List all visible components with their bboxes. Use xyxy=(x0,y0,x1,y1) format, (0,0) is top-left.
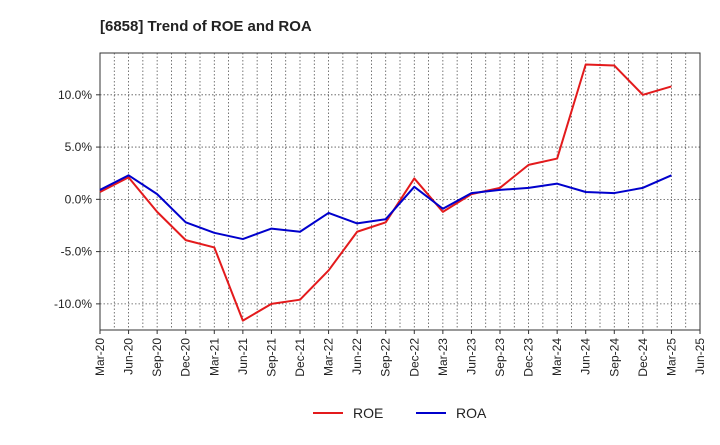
x-tick-label: Jun-25 xyxy=(693,338,707,375)
x-tick-label: Jun-21 xyxy=(236,338,250,375)
y-tick-label: 10.0% xyxy=(58,88,92,102)
legend-label-roe: ROE xyxy=(353,405,383,421)
x-tick-label: Mar-24 xyxy=(550,338,564,376)
series-line-roe xyxy=(99,63,672,322)
x-tick-label: Sep-20 xyxy=(150,338,164,377)
y-tick-label: 5.0% xyxy=(65,140,93,154)
x-tick-label: Jun-22 xyxy=(350,338,364,375)
legend: ROE ROA xyxy=(313,405,487,421)
x-tick-label: Dec-22 xyxy=(407,338,421,377)
x-tick-label: Jun-24 xyxy=(579,338,593,375)
x-tick-label: Sep-24 xyxy=(607,338,621,377)
y-tick-label: -10.0% xyxy=(54,297,92,311)
x-tick-label: Sep-22 xyxy=(379,338,393,377)
x-tick-label: Dec-24 xyxy=(636,338,650,377)
x-tick-label: Mar-21 xyxy=(207,338,221,376)
x-axis-tick-labels: Mar-20 Jun-20 Sep-20 Dec-20 Mar-21 Jun-21 Sep-… xyxy=(93,330,707,377)
series-lines xyxy=(99,63,672,322)
x-tick-label: Mar-25 xyxy=(664,338,678,376)
x-tick-label: Mar-22 xyxy=(322,338,336,376)
y-axis-tick-labels: 10.0% 5.0% 0.0% -5.0% -10.0% xyxy=(54,88,100,311)
x-tick-label: Dec-23 xyxy=(522,338,536,377)
y-tick-label: -5.0% xyxy=(61,245,93,259)
chart-title: [6858] Trend of ROE and ROA xyxy=(100,18,312,35)
x-tick-label: Dec-20 xyxy=(179,338,193,377)
x-tick-label: Mar-23 xyxy=(436,338,450,376)
legend-label-roa: ROA xyxy=(456,405,487,421)
x-tick-label: Sep-23 xyxy=(493,338,507,377)
x-tick-label: Jun-23 xyxy=(464,338,478,375)
x-tick-label: Mar-20 xyxy=(93,338,107,376)
grid xyxy=(100,53,700,330)
y-tick-label: 0.0% xyxy=(65,192,93,206)
x-tick-label: Sep-21 xyxy=(264,338,278,377)
x-tick-label: Dec-21 xyxy=(293,338,307,377)
series-line-roa xyxy=(99,174,672,241)
x-tick-label: Jun-20 xyxy=(122,338,136,375)
